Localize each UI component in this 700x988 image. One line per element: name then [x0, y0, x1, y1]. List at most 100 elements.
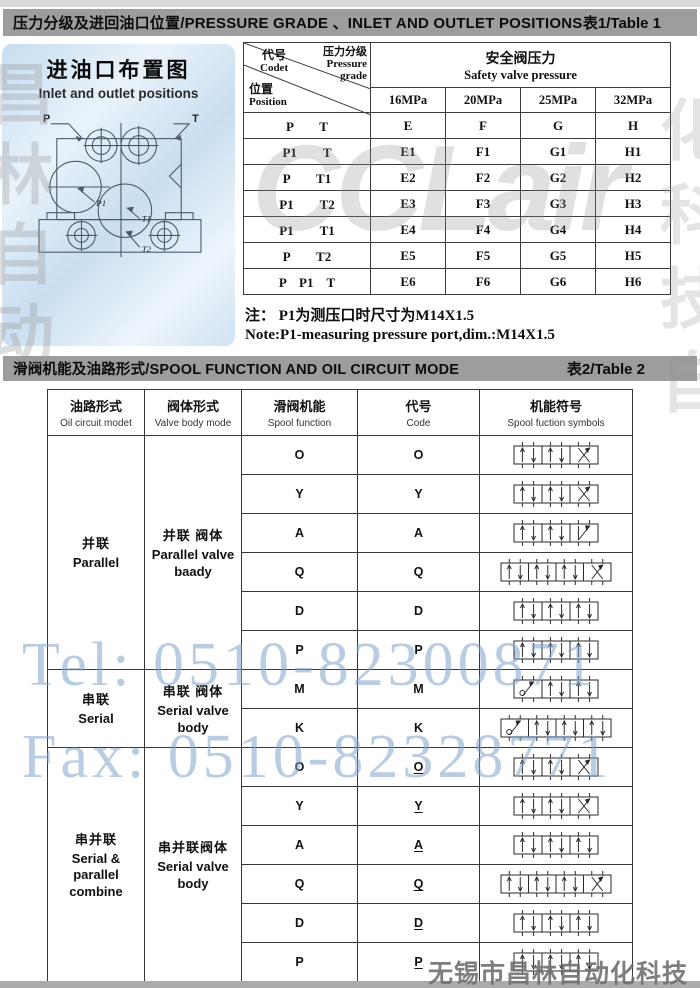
- spool-function-cell: D: [241, 903, 358, 943]
- position-cell: P1 T: [243, 138, 371, 165]
- pressure-grade-table: 代号 Codet 压力分级 Pressure grade 位置 Position…: [243, 42, 672, 295]
- spool-function-cell: Q: [241, 864, 358, 904]
- code-cell: G: [520, 112, 596, 139]
- table-row: 串并联 Serial & parallel combine 串并联阀体 Serial…: [47, 747, 633, 982]
- note-cn: 注： P1为测压口时尺寸为M14X1.5: [245, 308, 475, 324]
- code-cell: E: [370, 112, 446, 139]
- code-cell: E6: [370, 268, 446, 295]
- spool-function-cell: A: [241, 825, 358, 865]
- code-cell: G3: [520, 190, 596, 217]
- code-cell: P: [357, 942, 480, 982]
- spool-symbol: [513, 598, 599, 624]
- code-cell: D: [357, 591, 480, 631]
- symbol-cell: [479, 552, 633, 592]
- group-serial-parallel-circuit: 串并联 Serial & parallel combine: [47, 747, 145, 982]
- spool-symbol: [513, 481, 599, 507]
- position-cell: P1 T1: [243, 216, 371, 243]
- symbol-cell: [479, 513, 633, 553]
- symbol-cell: [479, 669, 633, 709]
- header-code: 代号 Code: [357, 389, 480, 436]
- measuring-port-note: 注： P1为测压口时尺寸为M14X1.5 Note:P1-measuring p…: [245, 307, 555, 345]
- position-cell: P T1: [243, 164, 371, 191]
- table-row: P1 T1 E4 F4 G4 H4: [243, 216, 672, 243]
- position-cell: P P1 T: [243, 268, 371, 295]
- table-row: P T2 E5 F5 G5 H5: [243, 242, 672, 269]
- spool-symbol: [513, 793, 599, 819]
- col-16mpa: 16MPa: [370, 87, 446, 113]
- spool-function-cell: D: [241, 591, 358, 631]
- code-cell: F: [445, 112, 521, 139]
- table2-ref: 表2/Table 2: [566, 361, 645, 378]
- code-cell: H2: [594, 164, 672, 191]
- header-symbols: 机能符号 Spool fuction symbols: [479, 389, 633, 436]
- code-cell: E3: [370, 190, 446, 217]
- code-cell: O: [357, 747, 480, 787]
- code-cell: H3: [594, 190, 672, 217]
- spool-symbol: [500, 559, 612, 585]
- code-cell: H: [594, 112, 672, 139]
- spool-function-cell: O: [241, 747, 358, 787]
- drawing-subtitle: Inlet and outlet positions: [38, 86, 199, 101]
- symbol-cell: [479, 435, 633, 475]
- code-cell: G1: [520, 138, 596, 165]
- spool-symbol: [513, 949, 599, 975]
- code-cell: A: [357, 825, 480, 865]
- symbol-cell: [479, 708, 633, 748]
- scan-edge-top: [0, 0, 700, 7]
- header-valve-body: 阀体形式 Valve body mode: [144, 389, 242, 436]
- code-cell: G4: [520, 216, 596, 243]
- table-row: P T1 E2 F2 G2 H2: [243, 164, 672, 191]
- code-cell: H5: [594, 242, 672, 269]
- symbol-cell: [479, 825, 633, 865]
- spool-function-cell: O: [241, 435, 358, 475]
- symbol-cell: [479, 942, 633, 982]
- code-cell: F4: [445, 216, 521, 243]
- code-cell: P: [357, 630, 480, 670]
- code-cell: M: [357, 669, 480, 709]
- table-row: 并联 Parallel 并联 阀体 Parallel valve baady O O: [47, 435, 633, 670]
- pressure-columns-row: 16MPa 20MPa 25MPa 32MPa: [244, 87, 672, 113]
- code-cell: D: [357, 903, 480, 943]
- code-cell: H1: [594, 138, 672, 165]
- spool-function-cell: P: [241, 630, 358, 670]
- group-parallel-body: 并联 阀体 Parallel valve baady: [144, 435, 242, 670]
- header-oil-circuit: 油路形式 Oil circuit modet: [47, 389, 145, 436]
- code-cell: H6: [594, 268, 672, 295]
- spool-symbol: [513, 910, 599, 936]
- scan-edge-bottom: [0, 981, 700, 988]
- spool-function-cell: M: [241, 669, 358, 709]
- code-cell: G6: [520, 268, 596, 295]
- col-25mpa: 25MPa: [520, 87, 596, 113]
- safety-valve-pressure-header: 安全阀压力 Safety valve pressure: [369, 42, 672, 88]
- spool-symbol: [513, 442, 599, 468]
- code-cell: G2: [520, 164, 596, 191]
- code-cell: G5: [520, 242, 596, 269]
- spool-function-cell: P: [241, 942, 358, 982]
- spool-symbol: [513, 754, 599, 780]
- table2-header-row: 油路形式 Oil circuit modet 阀体形式 Valve body mod…: [47, 389, 633, 436]
- spool-symbol: [500, 715, 612, 741]
- spool-symbol: [513, 832, 599, 858]
- spool-function-cell: A: [241, 513, 358, 553]
- symbol-cell: [479, 474, 633, 514]
- table1-corner-cell: 代号 Codet 压力分级 Pressure grade 位置 Position: [243, 42, 371, 115]
- spool-function-cell: K: [241, 708, 358, 748]
- code-cell: F3: [445, 190, 521, 217]
- port-label-t1: T1: [141, 214, 150, 224]
- spool-symbol: [513, 637, 599, 663]
- group-parallel-circuit: 并联 Parallel: [47, 435, 145, 670]
- port-label-p: P: [42, 113, 49, 125]
- code-cell: Q: [357, 864, 480, 904]
- header-spool-function: 滑阀机能 Spool function: [241, 389, 358, 436]
